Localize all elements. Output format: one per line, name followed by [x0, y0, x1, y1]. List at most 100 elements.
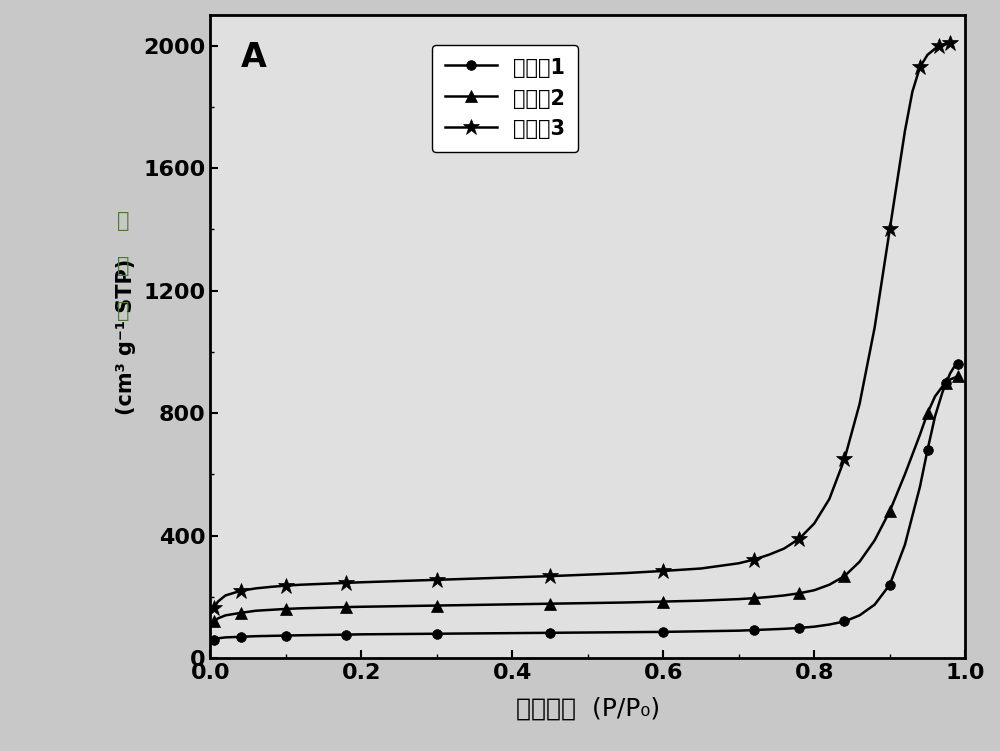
实施例3 — [393, 577, 405, 586]
实施例1 — [922, 445, 934, 454]
Line: 实施例2: 实施例2 — [209, 371, 963, 627]
Y-axis label: (cm³ g⁻¹ STP): (cm³ g⁻¹ STP) — [116, 258, 136, 415]
实施例3 — [280, 581, 292, 590]
实施例2 — [280, 605, 292, 614]
Line: 实施例3: 实施例3 — [206, 35, 958, 616]
实施例3 — [250, 584, 262, 593]
实施例3 — [620, 569, 632, 578]
实施例1 — [884, 581, 896, 590]
实施例1 — [838, 617, 850, 626]
实施例3 — [469, 574, 481, 583]
实施例3 — [208, 603, 220, 612]
实施例1 — [823, 620, 835, 629]
实施例1 — [340, 630, 352, 639]
实施例3 — [854, 400, 866, 409]
实施例1 — [280, 631, 292, 640]
实施例2 — [952, 372, 964, 381]
实施例2 — [212, 614, 224, 623]
实施例1 — [431, 629, 443, 638]
实施例1 — [355, 630, 367, 639]
实施例2 — [469, 601, 481, 610]
实施例2 — [914, 430, 926, 439]
实施例1 — [265, 632, 277, 641]
实施例1 — [295, 631, 307, 640]
实施例2 — [250, 606, 262, 615]
实施例1 — [695, 627, 707, 636]
实施例2 — [899, 470, 911, 479]
实施例3 — [733, 559, 745, 568]
实施例1 — [657, 627, 669, 636]
实施例2 — [506, 600, 518, 609]
实施例3 — [914, 62, 926, 71]
实施例2 — [944, 375, 956, 384]
实施例1 — [869, 600, 881, 609]
实施例3 — [748, 555, 760, 564]
实施例3 — [582, 570, 594, 579]
实施例1 — [948, 363, 960, 372]
实施例3 — [933, 42, 945, 51]
实施例2 — [854, 557, 866, 566]
实施例3 — [340, 578, 352, 587]
实施例1 — [212, 634, 224, 643]
实施例2 — [884, 507, 896, 516]
实施例3 — [657, 566, 669, 575]
实施例1 — [914, 482, 926, 491]
实施例3 — [899, 127, 911, 136]
实施例1 — [763, 625, 775, 634]
实施例2 — [940, 378, 952, 387]
实施例3 — [431, 575, 443, 584]
实施例3 — [937, 41, 949, 50]
实施例2 — [318, 603, 330, 612]
实施例2 — [793, 589, 805, 598]
实施例2 — [340, 602, 352, 611]
实施例3 — [793, 534, 805, 543]
实施例2 — [869, 535, 881, 544]
实施例1 — [219, 633, 231, 642]
实施例2 — [620, 598, 632, 607]
实施例2 — [778, 591, 790, 600]
实施例1 — [582, 628, 594, 637]
实施例2 — [733, 595, 745, 604]
实施例3 — [506, 573, 518, 582]
实施例2 — [929, 392, 941, 401]
Text: 积: 积 — [117, 301, 130, 321]
Line: 实施例1: 实施例1 — [209, 359, 963, 644]
实施例3 — [235, 587, 247, 596]
实施例2 — [393, 602, 405, 611]
实施例3 — [265, 582, 277, 591]
实施例3 — [884, 225, 896, 234]
实施例2 — [838, 572, 850, 581]
实施例2 — [763, 593, 775, 602]
实施例1 — [733, 626, 745, 635]
实施例1 — [250, 632, 262, 641]
实施例1 — [929, 412, 941, 421]
实施例1 — [793, 623, 805, 632]
实施例1 — [620, 628, 632, 637]
实施例1 — [506, 629, 518, 638]
Legend: 实施例1, 实施例2, 实施例3: 实施例1, 实施例2, 实施例3 — [432, 45, 578, 152]
实施例2 — [657, 597, 669, 606]
实施例1 — [952, 360, 964, 369]
实施例3 — [940, 40, 952, 49]
实施例3 — [763, 550, 775, 559]
实施例2 — [295, 604, 307, 613]
实施例3 — [922, 50, 934, 59]
实施例1 — [393, 629, 405, 638]
实施例1 — [937, 388, 949, 397]
Text: A: A — [241, 41, 266, 74]
实施例3 — [219, 591, 231, 600]
实施例1 — [208, 635, 220, 644]
实施例2 — [582, 599, 594, 608]
实施例3 — [318, 579, 330, 588]
实施例3 — [929, 44, 941, 53]
X-axis label: 相对压力  (P/P₀): 相对压力 (P/P₀) — [516, 697, 660, 721]
实施例1 — [854, 611, 866, 620]
实施例1 — [778, 624, 790, 633]
实施例1 — [748, 626, 760, 635]
实施例1 — [544, 629, 556, 638]
实施例3 — [906, 87, 918, 96]
实施例3 — [869, 323, 881, 332]
实施例2 — [922, 409, 934, 418]
实施例1 — [235, 632, 247, 641]
实施例2 — [355, 602, 367, 611]
